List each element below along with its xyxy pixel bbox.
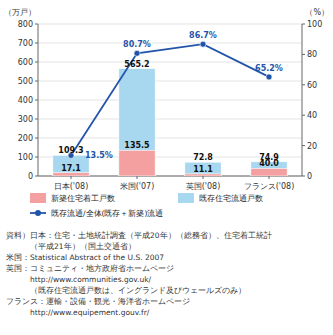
data-label: 565.2 <box>124 60 149 69</box>
grid-line <box>38 119 302 120</box>
axis-line <box>302 24 303 176</box>
tick-label: 0 <box>307 172 312 181</box>
bar <box>53 173 89 176</box>
bar <box>119 69 155 176</box>
data-label: 65.2% <box>255 64 283 73</box>
tick-label: 0 <box>28 172 33 181</box>
data-label: 13.5% <box>85 151 113 160</box>
note: （平成21年）（国土交通省） <box>6 242 136 251</box>
line <box>71 44 269 155</box>
legend-label: 既存流通/全体(既存＋新築)流通 <box>51 209 163 218</box>
legend: 新築住宅着工戸数 既存住宅流通戸数既存流通/全体(既存＋新築)流通 <box>30 193 263 218</box>
axis-title: （万戸） <box>4 8 36 17</box>
legend-swatch <box>35 210 41 216</box>
data-label: 135.5 <box>124 141 150 150</box>
data-label: 74.9 <box>259 153 279 162</box>
tick-label: 100 <box>307 20 322 29</box>
tick-label: 400 <box>18 96 33 105</box>
grid-line <box>38 43 302 44</box>
grid-line <box>38 100 302 101</box>
bar <box>251 168 287 176</box>
tick-label: 80 <box>307 50 317 59</box>
category-label: 日本('08) <box>54 182 89 191</box>
data-label: 86.7% <box>189 31 217 40</box>
tick-label: 700 <box>18 39 33 48</box>
tick-label: 500 <box>18 77 33 86</box>
legend-label: 既存住宅流通戸数 <box>199 194 263 203</box>
point <box>134 50 140 56</box>
marks <box>53 41 287 176</box>
grid-line <box>38 24 302 25</box>
legend-swatch <box>30 193 46 203</box>
data-label: 11.1 <box>193 165 213 174</box>
category-label: 英国('08) <box>186 182 221 191</box>
bar <box>185 162 221 176</box>
notes: 資料）日本：住宅・土地統計調査（平成20年）（総務省）、住宅着工統計 （平成21… <box>6 231 272 317</box>
tick-label: 800 <box>18 20 33 29</box>
grid-line <box>38 62 302 63</box>
tick-label: 20 <box>307 142 317 151</box>
data-label: 72.8 <box>193 153 213 162</box>
axes: 0 100 200 300 400 500 600 700 800 0 20 40 60 80 100 日本(… <box>18 20 323 191</box>
point <box>200 41 206 47</box>
bar <box>185 174 221 176</box>
grid-line <box>38 138 302 139</box>
grid <box>38 24 302 176</box>
tick-label: 100 <box>18 153 33 162</box>
axis-line <box>38 24 39 176</box>
tick-label: 60 <box>307 81 317 90</box>
data-label: 109.3 <box>58 146 83 155</box>
note: フランス：運輸・設備・観光・海洋省ホームページ <box>6 297 190 306</box>
data-label: 80.7% <box>123 40 151 49</box>
chart: 0 100 200 300 400 500 600 700 800 0 20 40 60 80 100 日本(… <box>0 0 333 335</box>
bar <box>119 150 155 176</box>
grid-line <box>38 81 302 82</box>
tick-label: 40 <box>307 111 317 120</box>
note: （既存住宅流通戸数は、イングランド及びウェールズのみ） <box>6 286 246 295</box>
legend-label: 新築住宅着工戸数 <box>51 194 115 203</box>
legend-swatch <box>178 193 194 203</box>
data-labels: 17.1135.511.140.0109.3565.272.874.913.5%… <box>58 31 283 174</box>
tick-label: 200 <box>18 134 33 143</box>
note: 資料）日本：住宅・土地統計調査（平成20年）（総務省）、住宅着工統計 <box>6 231 272 240</box>
note: http://www.equipement.gouv.fr/ <box>6 308 150 317</box>
note: 米国：Statistical Abstract of the U.S. 2007 <box>6 253 164 262</box>
tick-label: 600 <box>18 58 33 67</box>
axis-title: （%） <box>305 8 329 17</box>
tick-label: 300 <box>18 115 33 124</box>
note: 英国：コミュニティ・地方政府省ホームページ <box>6 264 174 273</box>
data-label: 17.1 <box>61 164 81 173</box>
category-label: フランス('08) <box>244 182 295 191</box>
point <box>266 74 272 80</box>
category-label: 米国('07) <box>120 182 155 191</box>
note: http://www.communities.gov.uk/ <box>6 275 152 284</box>
